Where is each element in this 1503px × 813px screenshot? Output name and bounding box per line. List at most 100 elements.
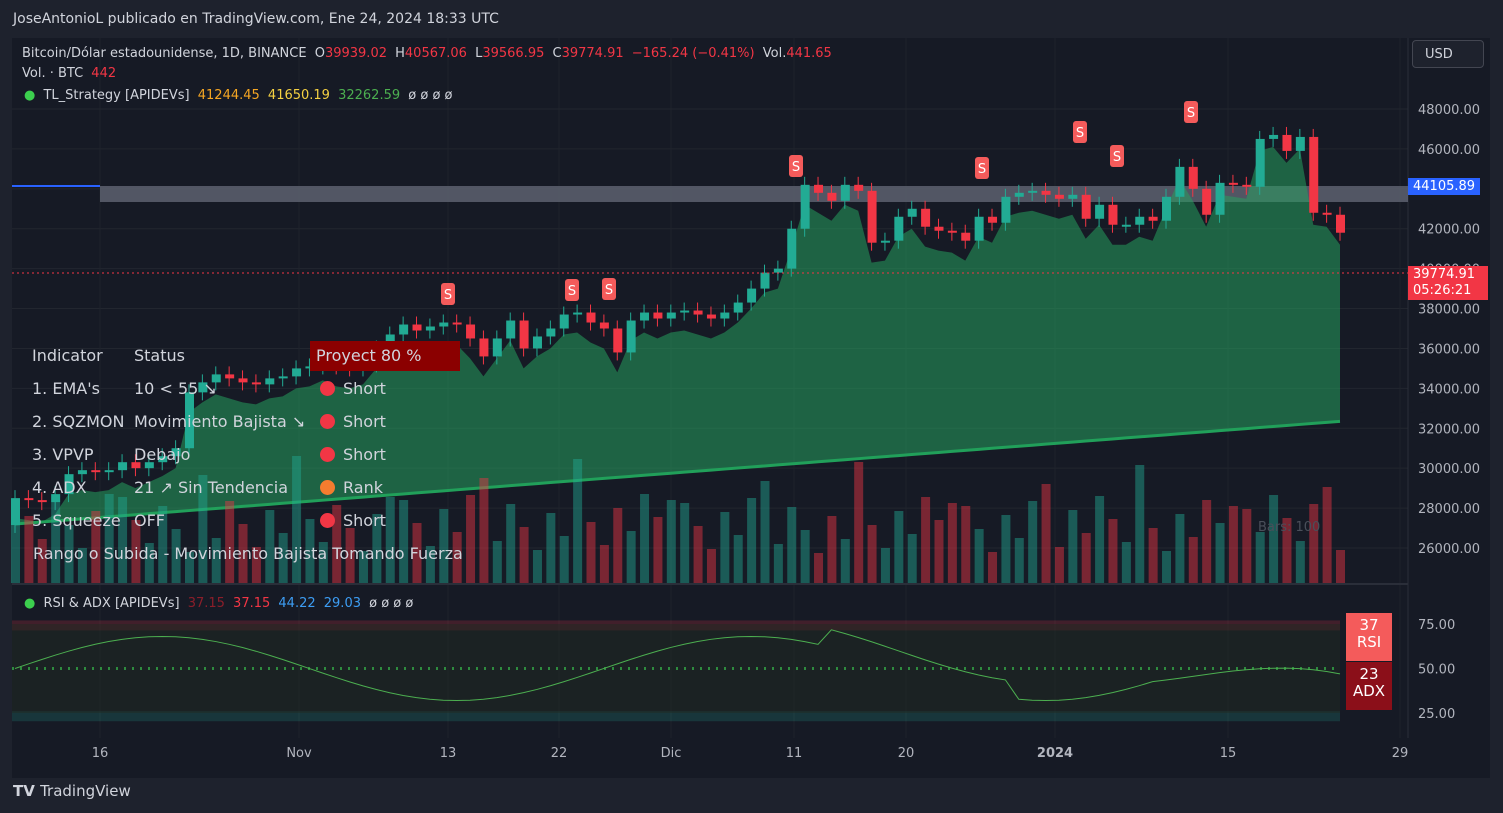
volume-bar bbox=[1322, 487, 1332, 583]
volume-bar bbox=[934, 520, 944, 583]
volume-bar bbox=[1014, 538, 1024, 583]
candle-body bbox=[91, 470, 101, 473]
candle-body bbox=[1202, 188, 1212, 215]
sell-signal-marker bbox=[789, 155, 803, 177]
volume-bar bbox=[1095, 496, 1105, 583]
vol-label: Vol. bbox=[762, 46, 787, 61]
y-tick-label: 26000.00 bbox=[1418, 542, 1480, 557]
frog-icon: ● bbox=[24, 596, 36, 611]
rsi-value: 37 bbox=[1359, 616, 1379, 634]
volume-bar bbox=[1028, 501, 1038, 583]
rsi-legend[interactable]: ● RSI & ADX [APIDEVs] 37.15 37.15 44.22 … bbox=[24, 596, 417, 611]
candle-body bbox=[666, 312, 676, 319]
volume-bar bbox=[251, 547, 261, 583]
x-tick-label: 15 bbox=[1220, 746, 1237, 761]
candle-body bbox=[24, 498, 34, 501]
rsi-tail: ø ø ø ø bbox=[369, 596, 414, 611]
candle-body bbox=[198, 382, 208, 393]
volume-bar bbox=[332, 505, 342, 583]
close-value: 39774.91 bbox=[561, 46, 624, 61]
volume-bar bbox=[225, 501, 235, 583]
table-cell-status: OFF bbox=[134, 511, 165, 530]
volume-bar bbox=[733, 535, 743, 583]
candle-body bbox=[720, 312, 730, 319]
rsi-v2: 44.22 bbox=[278, 596, 316, 611]
volume-bar bbox=[292, 456, 302, 583]
sell-signal-label: S bbox=[444, 288, 452, 303]
candle-body bbox=[225, 374, 235, 379]
candle-body bbox=[787, 228, 797, 269]
y-tick-label: 46000.00 bbox=[1418, 143, 1480, 158]
candle-body bbox=[546, 328, 556, 337]
candle-body bbox=[613, 328, 623, 353]
volume-bar bbox=[1336, 550, 1345, 583]
candle-body bbox=[292, 368, 302, 377]
volume-bar bbox=[412, 523, 422, 583]
candle-body bbox=[814, 184, 824, 193]
candle-body bbox=[947, 230, 957, 233]
x-tick-label: 29 bbox=[1392, 746, 1409, 761]
candle-body bbox=[840, 184, 850, 201]
volume-bar bbox=[907, 534, 917, 583]
volume-bar bbox=[439, 509, 449, 583]
candle-body bbox=[479, 338, 489, 357]
table-cell-indicator: 2. SQZMON bbox=[32, 412, 125, 431]
volume-bar bbox=[867, 525, 877, 583]
sell-signal-label: S bbox=[1113, 150, 1121, 165]
candle-body bbox=[1188, 166, 1198, 189]
candle-body bbox=[867, 190, 877, 243]
candle-body bbox=[238, 378, 248, 383]
x-tick-label: Dic bbox=[661, 746, 682, 761]
high-value: 40567.06 bbox=[404, 46, 467, 61]
publisher-text: JoseAntonioL publicado en TradingView.co… bbox=[13, 11, 499, 27]
sell-signal-marker bbox=[602, 278, 616, 300]
volume-bar bbox=[787, 507, 797, 583]
publish-header: JoseAntonioL publicado en TradingView.co… bbox=[0, 0, 1503, 38]
sell-signal-marker bbox=[975, 157, 989, 179]
candle-body bbox=[827, 192, 837, 201]
sell-signal-label: S bbox=[1187, 106, 1195, 121]
candle-body bbox=[773, 268, 783, 273]
y-tick-label: 30000.00 bbox=[1418, 462, 1480, 477]
strategy-legend[interactable]: ● TL_Strategy [APIDEVs] 41244.45 41650.1… bbox=[24, 88, 456, 103]
sell-signal-label: S bbox=[978, 162, 986, 177]
candle-body bbox=[425, 326, 435, 331]
volume-bar bbox=[77, 548, 87, 583]
candle-body bbox=[961, 232, 971, 241]
volume-bar bbox=[1135, 465, 1145, 583]
volume-bar bbox=[1255, 532, 1265, 583]
volume-bar bbox=[1054, 547, 1064, 583]
candle-body bbox=[747, 288, 757, 303]
ema-cloud bbox=[15, 146, 1340, 525]
table-cell-indicator: 5. Squeeze bbox=[32, 511, 121, 530]
table-cell-indicator: 4. ADX bbox=[32, 478, 87, 497]
candle-body bbox=[1255, 138, 1265, 187]
candle-body bbox=[894, 216, 904, 241]
signal-dot-icon bbox=[320, 480, 335, 495]
level-price-tag: 44105.89 bbox=[1408, 178, 1481, 195]
volume-bar bbox=[988, 552, 998, 583]
y-tick-label: 38000.00 bbox=[1418, 303, 1480, 318]
volume-bar bbox=[974, 529, 984, 583]
candle-body bbox=[104, 470, 114, 473]
tradingview-logo[interactable]: TV TradingView bbox=[13, 782, 131, 800]
currency-button[interactable]: USD bbox=[1412, 40, 1484, 68]
signal-label: Short bbox=[343, 379, 386, 398]
volume-bar bbox=[693, 526, 703, 583]
volume-bar bbox=[506, 504, 516, 583]
volume-bar bbox=[399, 500, 409, 583]
candle-body bbox=[184, 392, 194, 449]
resistance-zone bbox=[100, 186, 1408, 202]
candle-body bbox=[559, 314, 569, 329]
volume-bar bbox=[1228, 506, 1238, 583]
volume-bar bbox=[238, 524, 248, 583]
candle-body bbox=[492, 338, 502, 357]
volume-bar bbox=[211, 538, 221, 583]
candle-body bbox=[854, 184, 864, 191]
volume-bar bbox=[144, 543, 154, 583]
candle-body bbox=[1014, 192, 1024, 197]
candle-body bbox=[1295, 136, 1305, 151]
table-cell-indicator: 1. EMA's bbox=[32, 379, 100, 398]
candle-body bbox=[640, 312, 650, 321]
